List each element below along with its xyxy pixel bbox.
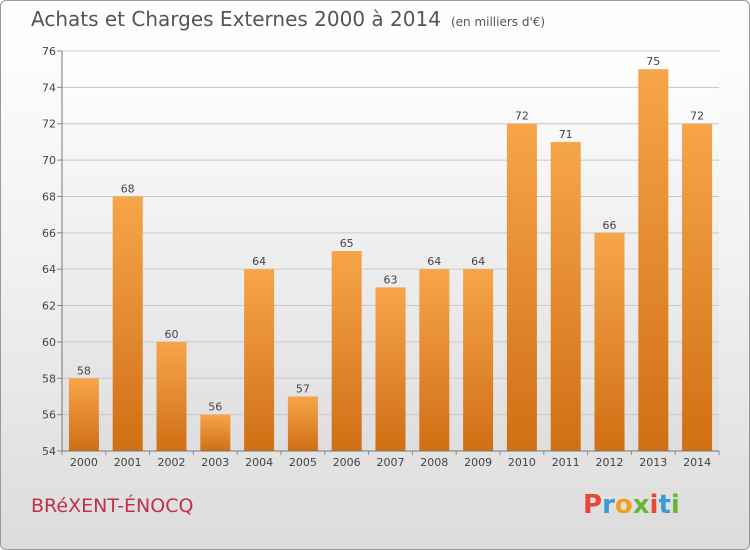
x-tick-label: 2009 — [464, 456, 492, 469]
logo-letter: P — [583, 490, 603, 520]
logo-letter: t — [658, 490, 671, 520]
axes: 54 56 58 60 62 64 66 68 70 72 74 76 2000 2001 2002 2003… — [42, 45, 720, 469]
x-tick-label: 2013 — [639, 456, 667, 469]
x-tick-label: 2008 — [420, 456, 448, 469]
logo-letter: i — [649, 490, 659, 520]
x-tick-label: 2001 — [114, 456, 142, 469]
bar — [200, 414, 231, 451]
y-tick-label: 66 — [42, 227, 56, 240]
y-tick-label: 76 — [42, 45, 56, 58]
bar — [419, 269, 450, 451]
bar-value-label: 57 — [296, 382, 310, 395]
bar-value-label: 72 — [515, 110, 529, 123]
bar — [112, 196, 143, 451]
bar-value-label: 71 — [559, 128, 573, 141]
bar — [156, 341, 187, 451]
y-tick-label: 58 — [42, 372, 56, 385]
bar-value-label: 75 — [646, 55, 660, 68]
x-tick-label: 2011 — [552, 456, 580, 469]
bar-value-label: 64 — [427, 255, 441, 268]
x-tick-label: 2010 — [508, 456, 536, 469]
x-tick-label: 2005 — [289, 456, 317, 469]
bar-value-label: 63 — [384, 273, 398, 286]
bar — [68, 378, 99, 451]
bar — [375, 287, 406, 451]
bars: 58 68 60 56 64 57 65 63 64 64 72 71 66 75 72 — [68, 55, 713, 452]
x-tick-label: 2007 — [377, 456, 405, 469]
x-tick-label: 2014 — [683, 456, 711, 469]
y-tick-label: 74 — [42, 81, 56, 94]
bar — [287, 396, 318, 451]
logo-letter: r — [602, 490, 615, 520]
chart-unit: (en milliers d'€) — [450, 15, 546, 29]
bar — [682, 123, 713, 452]
y-tick-label: 60 — [42, 336, 56, 349]
bar — [463, 269, 494, 451]
bar-value-label: 64 — [471, 255, 485, 268]
bar-value-label: 58 — [77, 364, 91, 377]
bar — [506, 123, 537, 452]
bar-value-label: 72 — [690, 110, 704, 123]
bar — [594, 232, 625, 451]
bar — [638, 69, 669, 451]
y-tick-label: 64 — [42, 263, 56, 276]
bar-value-label: 68 — [121, 182, 135, 195]
y-tick-label: 62 — [42, 300, 56, 313]
bar-value-label: 65 — [340, 237, 354, 250]
bar-value-label: 64 — [252, 255, 266, 268]
chart-title-text: Achats et Charges Externes 2000 à 2014 — [31, 7, 441, 31]
logo-letter: o — [614, 490, 633, 520]
logo-letter: i — [670, 490, 680, 520]
y-tick-label: 72 — [42, 118, 56, 131]
bar-value-label: 66 — [603, 219, 617, 232]
x-tick-label: 2012 — [596, 456, 624, 469]
x-tick-label: 2003 — [201, 456, 229, 469]
x-tick-label: 2004 — [245, 456, 273, 469]
x-tick-label: 2002 — [158, 456, 186, 469]
proxiti-logo: Proxiti — [583, 490, 680, 520]
bar-value-label: 60 — [165, 328, 179, 341]
bar — [244, 269, 275, 451]
logo-letter: x — [632, 490, 650, 520]
x-tick-label: 2006 — [333, 456, 361, 469]
bar — [550, 141, 581, 451]
chart-title: Achats et Charges Externes 2000 à 2014 (e… — [31, 7, 545, 31]
y-tick-label: 54 — [42, 445, 56, 458]
bar-value-label: 56 — [208, 401, 222, 414]
x-tick-label: 2000 — [70, 456, 98, 469]
y-tick-label: 70 — [42, 154, 56, 167]
commune-name: BRéXENT-ÉNOCQ — [31, 495, 194, 517]
bar — [331, 251, 362, 451]
y-tick-label: 68 — [42, 190, 56, 203]
y-tick-label: 56 — [42, 409, 56, 422]
